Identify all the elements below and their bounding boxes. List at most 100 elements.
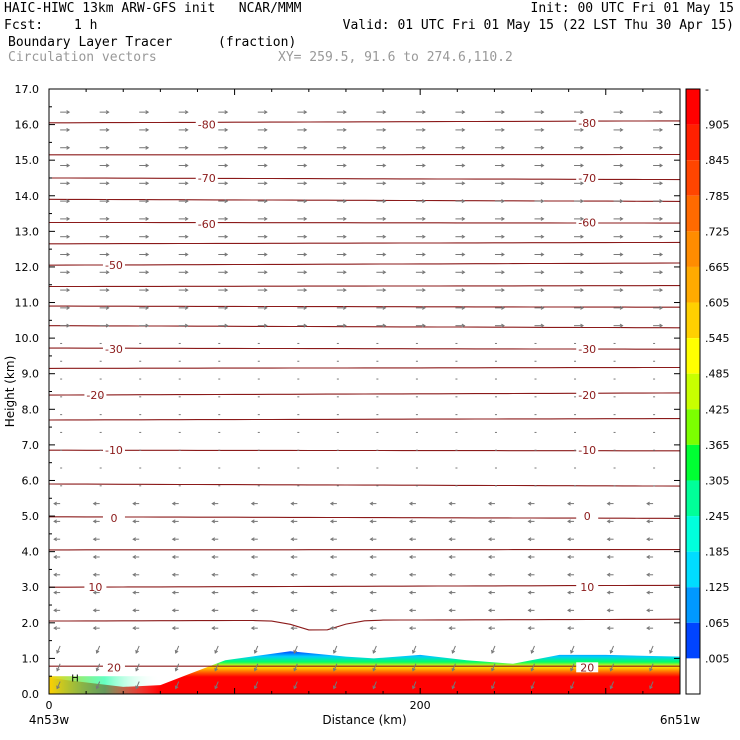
circulation-vector-head — [132, 555, 137, 559]
circulation-vector-head — [145, 127, 150, 132]
circulation-vector-head — [461, 270, 466, 275]
circulation-vector — [570, 681, 575, 689]
circulation-vector-head — [211, 626, 216, 631]
circulation-vector-head — [145, 199, 150, 204]
circulation-vector — [570, 645, 575, 654]
circulation-vector — [372, 645, 377, 654]
circulation-vector-head — [329, 501, 334, 506]
circulation-vector-head — [382, 110, 387, 115]
circulation-vector-head — [487, 572, 492, 577]
circulation-vector-head — [92, 555, 97, 559]
circulation-vector — [531, 645, 535, 654]
circulation-vector-head — [570, 685, 574, 690]
circulation-vector-head — [105, 163, 110, 168]
contour-label-bg — [84, 390, 107, 401]
circulation-vector-head — [369, 519, 374, 524]
circulation-vector-head — [253, 685, 258, 690]
circulation-vector-head — [619, 127, 624, 132]
colorbar-label: .605 — [705, 297, 730, 310]
left-endpoint-label: 4n53w — [29, 713, 70, 727]
circulation-vector-head — [105, 199, 110, 204]
circulation-vector-head — [369, 590, 374, 595]
circulation-vector-head — [303, 288, 308, 293]
y-tick-label: 0.0 — [22, 688, 40, 701]
circulation-vector-head — [369, 608, 374, 613]
circulation-vector-head — [293, 649, 298, 654]
circulation-vector-head — [329, 537, 334, 542]
contour-label: -70 — [578, 172, 596, 185]
colorbar-label: .725 — [705, 225, 730, 238]
circulation-vector-head — [408, 537, 413, 542]
circulation-vector-head — [659, 305, 664, 310]
circulation-vector-head — [487, 519, 492, 524]
circulation-vector-head — [422, 199, 426, 204]
circulation-vector-head — [224, 288, 229, 293]
circulation-vector-head — [501, 252, 505, 257]
circulation-vector-head — [501, 199, 505, 204]
circulation-vector-head — [382, 145, 387, 150]
circulation-vector-head — [184, 270, 189, 275]
circulation-vector-head — [92, 626, 97, 631]
circulation-vector-head — [422, 181, 426, 186]
circulation-vector-head — [487, 608, 492, 613]
colorbar-label: .185 — [705, 546, 730, 559]
circulation-vector-head — [372, 649, 377, 654]
circulation-vector-head — [412, 649, 416, 654]
circulation-vector-head — [53, 501, 57, 506]
contour-label-bg — [576, 390, 599, 401]
temperature-contour — [49, 305, 680, 308]
temperature-contour — [49, 177, 681, 181]
circulation-vector-head — [540, 216, 545, 221]
circulation-vector-head — [135, 685, 139, 690]
tracer-fill-left — [49, 676, 161, 694]
contour-label: -10 — [578, 444, 596, 457]
circulation-vector-head — [174, 649, 179, 654]
circulation-vector-head — [448, 555, 453, 559]
circulation-vector-head — [580, 234, 584, 239]
contour-label: 10 — [88, 581, 102, 594]
circulation-vector-head — [145, 270, 150, 275]
contour-label: 10 — [580, 581, 594, 594]
circulation-vector-head — [540, 234, 545, 239]
circulation-vector-head — [461, 145, 466, 150]
y-tick-label: 3.0 — [22, 581, 40, 594]
circulation-vector-head — [567, 572, 571, 577]
contour-label-bg — [102, 260, 125, 271]
contour-label: -80 — [198, 119, 216, 132]
colorbar-swatch — [686, 160, 700, 196]
circulation-vector-head — [606, 590, 611, 595]
circulation-vector-head — [263, 163, 268, 168]
circulation-vector-head — [329, 608, 334, 613]
circulation-vector-head — [66, 234, 71, 239]
circulation-vector-head — [646, 537, 650, 542]
circulation-vector-head — [619, 252, 624, 257]
contour-label-bg — [195, 172, 218, 183]
circulation-vector-head — [487, 590, 492, 595]
circulation-vector-head — [461, 323, 466, 328]
circulation-vector-head — [132, 626, 137, 631]
circulation-vector-head — [263, 305, 268, 310]
circulation-vector-head — [105, 323, 110, 328]
circulation-vector-head — [649, 667, 653, 672]
circulation-vector-head — [211, 608, 216, 613]
circulation-vector-head — [412, 685, 416, 690]
circulation-vector-head — [184, 199, 189, 204]
temperature-contour — [49, 221, 680, 224]
colorbar-label: .365 — [705, 439, 730, 452]
circulation-vector-head — [224, 181, 229, 186]
circulation-vector-head — [224, 252, 229, 257]
y-tick-label: 15.0 — [15, 154, 40, 167]
circulation-vector-head — [95, 649, 100, 654]
circulation-vector-head — [369, 626, 374, 631]
circulation-vector-head — [211, 555, 216, 559]
circulation-vector-head — [290, 555, 295, 559]
circulation-vector-head — [145, 110, 150, 115]
circulation-vector-head — [263, 288, 268, 293]
circulation-vector-head — [659, 199, 664, 204]
colorbar-label: .545 — [705, 332, 730, 345]
colorbar-swatch — [686, 444, 700, 481]
circulation-vector-head — [53, 537, 57, 542]
circulation-vector-head — [448, 537, 453, 542]
circulation-vector-head — [649, 649, 653, 654]
circulation-vector-head — [382, 323, 387, 328]
